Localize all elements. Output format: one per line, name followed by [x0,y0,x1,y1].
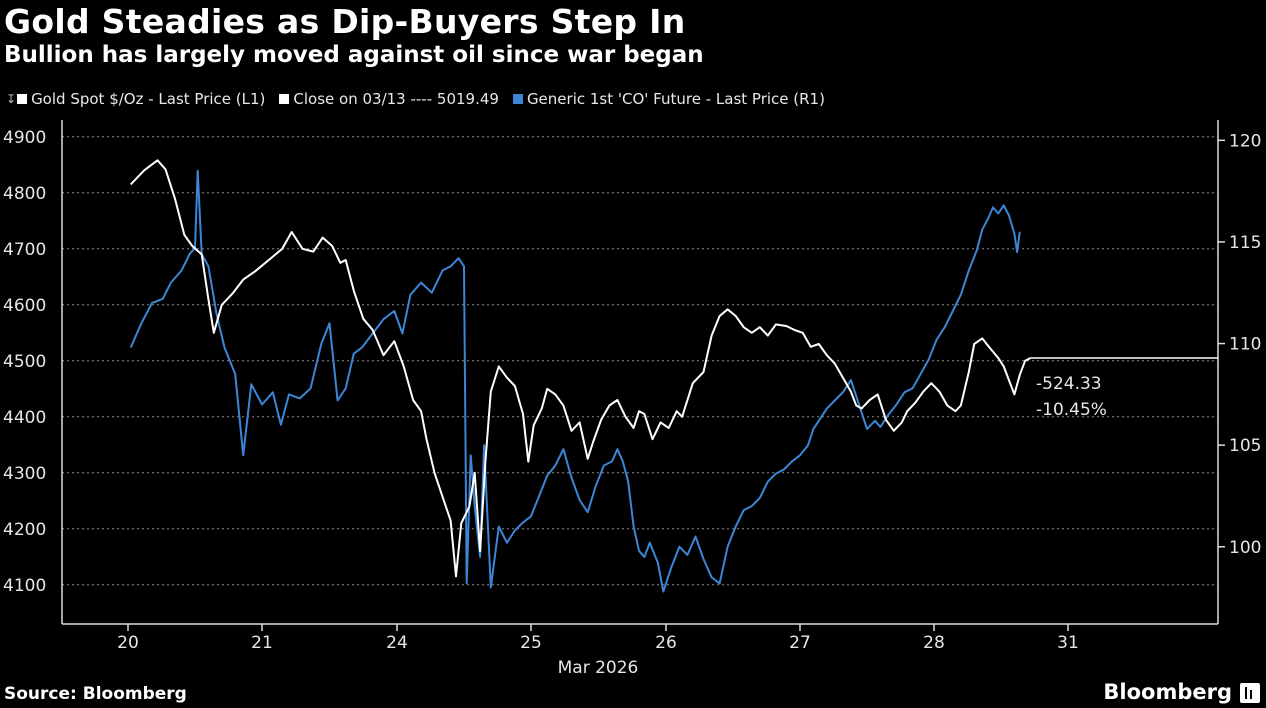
pin-icon[interactable]: ↧ [6,92,17,106]
legend-label-oil: Generic 1st 'CO' Future - Last Price (R1… [526,90,825,108]
gridlines [62,136,1218,586]
x-tick-label: 28 [923,633,945,653]
chart-title: Gold Steadies as Dip-Buyers Step In [4,2,686,41]
y-right-tick-label: 120 [1229,131,1261,151]
y-left-tick-label: 4500 [3,352,46,372]
legend-swatch-gold [17,94,28,104]
legend-item-gold[interactable]: Gold Spot $/Oz - Last Price (L1) [17,90,265,108]
y-left-tick-label: 4900 [3,128,46,148]
legend: ↧ Gold Spot $/Oz - Last Price (L1) Close… [6,90,839,108]
y-left-tick-label: 4300 [3,464,46,484]
x-tick-label: 21 [251,633,273,653]
series-gold [129,159,1031,578]
y-right-tick-label: 100 [1229,538,1261,558]
legend-label-close: Close on 03/13 ---- 5019.49 [293,90,499,108]
y-right-tick-label: 105 [1229,436,1261,456]
y-left-tick-label: 4200 [3,520,46,540]
x-tick-label: 31 [1057,633,1079,653]
legend-item-oil[interactable]: Generic 1st 'CO' Future - Last Price (R1… [512,90,825,108]
x-tick-label: 26 [655,633,677,653]
y-right-tick-label: 115 [1229,233,1261,253]
x-axis-label: Mar 2026 [558,658,639,678]
bloomberg-icon [1240,683,1260,703]
axes: 4100 4200 4300 4400 4500 4600 4700 4800 4900 100 1… [3,120,1261,653]
series-oil [129,169,1021,593]
source-note: Source: Bloomberg [4,684,187,704]
y-left-tick-label: 4400 [3,408,46,428]
change-absolute-label: -524.33 [1036,374,1102,394]
y-left-tick-label: 4800 [3,184,46,204]
x-tick-label: 27 [789,633,811,653]
legend-swatch-oil [512,94,523,104]
series-oil-line [129,169,1021,593]
y-left-tick-label: 4700 [3,240,46,260]
annotations: -524.33 -10.45% [1030,357,1218,420]
x-tick-label: 24 [386,633,408,653]
chart-subtitle: Bullion has largely moved against oil si… [4,42,704,68]
y-left-tick-label: 4100 [3,576,46,596]
legend-swatch-close [279,94,290,104]
y-left-tick-label: 4600 [3,296,46,316]
x-tick-label: 25 [520,633,542,653]
bloomberg-logo: Bloomberg [1103,680,1232,704]
x-tick-label: 20 [117,633,139,653]
legend-label-gold: Gold Spot $/Oz - Last Price (L1) [31,90,266,108]
change-percent-label: -10.45% [1036,400,1107,420]
series-gold-line [129,159,1031,578]
y-right-tick-label: 110 [1229,335,1261,355]
legend-item-close[interactable]: Close on 03/13 ---- 5019.49 [279,90,499,108]
